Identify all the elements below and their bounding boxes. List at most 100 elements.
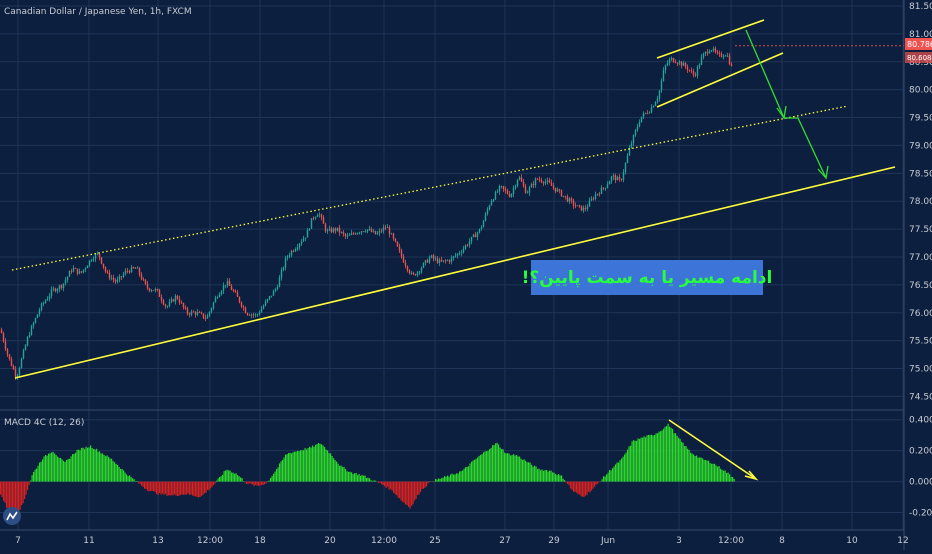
candle-body (444, 260, 447, 262)
macd-bar (691, 453, 693, 482)
macd-bar (220, 476, 222, 482)
candle-body (70, 271, 73, 272)
macd-bar (48, 453, 50, 482)
candle-body (364, 231, 367, 233)
macd-bar (637, 438, 639, 482)
macd-bar (435, 478, 437, 482)
macd-bar (499, 447, 501, 482)
macd-bar (294, 451, 296, 482)
macd-bar (547, 471, 549, 482)
candle-body (98, 253, 101, 258)
macd-bar (475, 458, 477, 482)
macd-bar (79, 450, 81, 482)
candle-body (128, 270, 131, 273)
macd-bar (594, 481, 596, 487)
macd-divergence-line[interactable] (668, 419, 757, 480)
candle-body (164, 304, 167, 307)
macd-bar (676, 435, 678, 482)
macd-axis[interactable]: 0.400 0.200 0.000 -0.200 (909, 416, 932, 519)
macd-bar (600, 481, 602, 483)
macd-tick-label: 0.400 (909, 416, 932, 426)
tradingview-logo[interactable] (3, 507, 21, 525)
rising-wedge-lower-line[interactable] (656, 52, 784, 108)
macd-bar (657, 433, 659, 482)
candle-body (588, 200, 591, 207)
macd-bar (592, 481, 594, 489)
candle-body (552, 185, 555, 188)
macd-bar (238, 476, 240, 482)
candle-body (398, 246, 401, 251)
candle-body (76, 268, 79, 274)
lower-channel-trendline[interactable] (14, 166, 896, 379)
candle-body (716, 51, 719, 54)
candle-body (646, 112, 649, 114)
macd-bar (337, 463, 339, 482)
macd-bar (228, 470, 230, 482)
candle-body (316, 215, 319, 218)
macd-bar (66, 460, 68, 482)
macd-bar (712, 463, 714, 482)
macd-bar (318, 443, 320, 482)
macd-bar (429, 481, 431, 482)
macd-bar (315, 444, 317, 482)
candle-body (656, 98, 659, 103)
macd-bar (25, 481, 27, 495)
macd-bar (306, 449, 308, 482)
price-tick-label: 76.000 (909, 309, 932, 319)
time-tick-label: Jun (600, 536, 615, 546)
macd-bar (202, 481, 204, 495)
candle-body (510, 193, 513, 197)
macd-bar (618, 462, 620, 482)
time-tick-label: 7 (15, 536, 21, 546)
candle-body (286, 256, 289, 259)
candle-body (180, 302, 183, 304)
macd-bar (723, 470, 725, 482)
candle-body (618, 177, 621, 180)
candle-body (154, 288, 157, 291)
annotation-box[interactable]: ادامه مسیر یا به سمت پایین؟! (522, 260, 773, 295)
candle-body (606, 184, 609, 188)
candle-body (556, 189, 559, 192)
macd-bar (597, 481, 599, 484)
macd-bar (81, 447, 83, 482)
macd-bar (660, 431, 662, 482)
candle-body (214, 297, 217, 303)
candle-body (6, 349, 9, 355)
macd-bar (621, 458, 623, 482)
candle-body (22, 350, 25, 359)
macd-bar (577, 481, 579, 495)
candle-body (288, 255, 291, 257)
candle-body (454, 255, 457, 257)
macd-bar (540, 470, 542, 482)
macd-bar (58, 457, 60, 482)
macd-bar (346, 471, 348, 482)
macd-bar (444, 476, 446, 482)
projection-arrow-path[interactable] (745, 29, 827, 179)
macd-bar (55, 455, 57, 482)
macd-bar (681, 441, 683, 482)
candle-body (102, 263, 105, 268)
macd-bar (183, 481, 185, 495)
macd-bar (505, 453, 507, 482)
rising-wedge-upper-line[interactable] (656, 19, 765, 59)
candle-body (298, 243, 301, 248)
candle-body (200, 312, 203, 314)
macd-bar (487, 450, 489, 482)
candle-body (216, 297, 219, 298)
macd-bar (336, 461, 338, 482)
macd-bar (655, 433, 657, 482)
macd-bar (277, 467, 279, 482)
macd-bar (358, 473, 360, 482)
time-axis[interactable]: 7 11 13 12:00 18 20 12:00 25 27 29 Jun 3 12:00 8 10 12 (15, 536, 909, 546)
macd-bar (100, 453, 102, 482)
candle-body (26, 337, 29, 346)
candle-body (348, 234, 351, 236)
candle-body (342, 231, 345, 234)
macd-bar (15, 481, 17, 517)
macd-bar (367, 477, 369, 482)
macd-bar (67, 458, 69, 482)
candle-body (4, 341, 7, 350)
macd-bar (703, 459, 705, 482)
